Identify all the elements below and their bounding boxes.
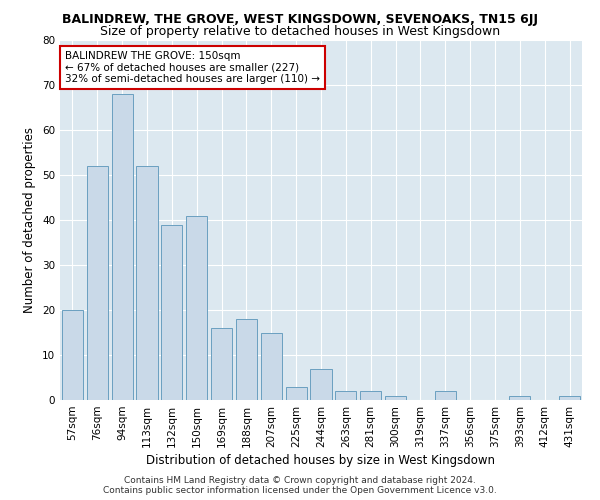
- Bar: [360, 391, 381, 400]
- Bar: [286, 386, 307, 400]
- Bar: [186, 216, 207, 400]
- Bar: [435, 391, 456, 400]
- Bar: [62, 310, 83, 400]
- Bar: [211, 328, 232, 400]
- Bar: [310, 368, 332, 400]
- Bar: [385, 396, 406, 400]
- Bar: [509, 396, 530, 400]
- Bar: [559, 396, 580, 400]
- Bar: [112, 94, 133, 400]
- Y-axis label: Number of detached properties: Number of detached properties: [23, 127, 37, 313]
- Bar: [136, 166, 158, 400]
- Text: Size of property relative to detached houses in West Kingsdown: Size of property relative to detached ho…: [100, 25, 500, 38]
- X-axis label: Distribution of detached houses by size in West Kingsdown: Distribution of detached houses by size …: [146, 454, 496, 467]
- Bar: [87, 166, 108, 400]
- Bar: [236, 319, 257, 400]
- Text: BALINDREW THE GROVE: 150sqm
← 67% of detached houses are smaller (227)
32% of se: BALINDREW THE GROVE: 150sqm ← 67% of det…: [65, 51, 320, 84]
- Text: Contains HM Land Registry data © Crown copyright and database right 2024.
Contai: Contains HM Land Registry data © Crown c…: [103, 476, 497, 495]
- Text: BALINDREW, THE GROVE, WEST KINGSDOWN, SEVENOAKS, TN15 6JJ: BALINDREW, THE GROVE, WEST KINGSDOWN, SE…: [62, 12, 538, 26]
- Bar: [261, 332, 282, 400]
- Bar: [161, 224, 182, 400]
- Bar: [335, 391, 356, 400]
